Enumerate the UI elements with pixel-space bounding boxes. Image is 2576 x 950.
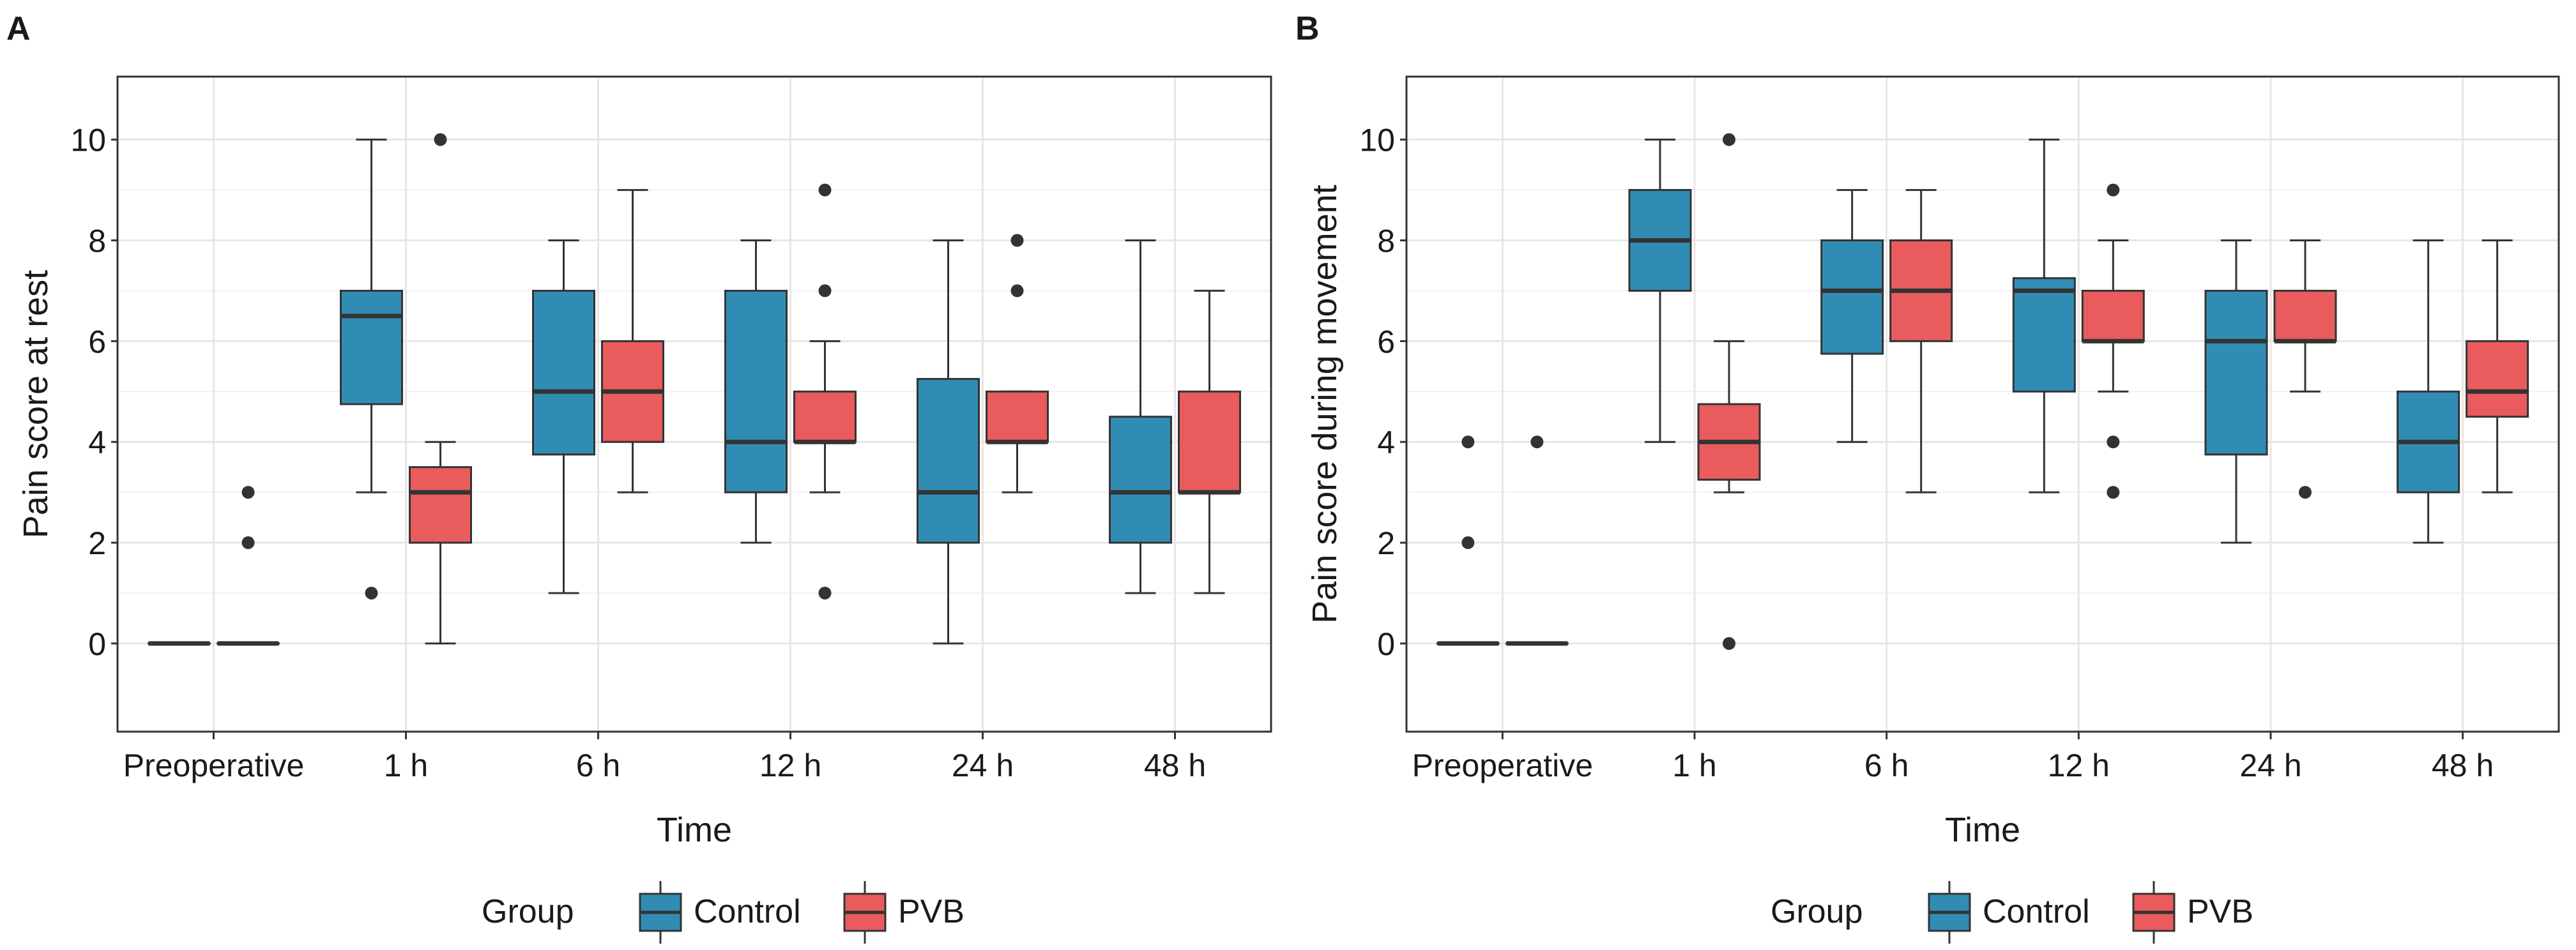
x-tick-label: 12 h [2048, 748, 2110, 783]
outlier-point [1530, 435, 1543, 448]
box-iqr [726, 290, 787, 492]
box-iqr [410, 467, 471, 543]
x-tick-label: Preoperative [1412, 748, 1594, 783]
plot-background [118, 77, 1271, 732]
outlier-point [819, 284, 832, 297]
outlier-point [1011, 234, 1024, 247]
box-iqr [533, 290, 595, 455]
y-tick-label: 10 [1359, 123, 1395, 158]
box-iqr [918, 379, 979, 543]
legend-b: Group Control PVB [1771, 881, 2253, 944]
y-tick-label: 4 [1377, 425, 1395, 460]
legend-label-pvb: PVB [898, 893, 964, 930]
box-iqr [2082, 290, 2144, 341]
y-tick-label: 0 [1377, 626, 1395, 662]
x-tick-label: 1 h [384, 748, 429, 783]
y-tick-label: 10 [70, 123, 106, 158]
outlier-point [1723, 637, 1735, 650]
outlier-point [1461, 435, 1474, 448]
x-axis-title: Time [1945, 811, 2020, 849]
panel-a: A 0 2 4 6 8 10 Preoperative 1 h 6 h 12 h 24 h 48 h Ti… [6, 10, 1271, 849]
legend-label-control: Control [1983, 893, 2090, 930]
outlier-point [2299, 486, 2312, 499]
legend-key-control [640, 881, 681, 944]
outlier-point [242, 536, 255, 549]
box-iqr [2275, 290, 2336, 341]
box-iqr [1179, 391, 1240, 492]
panel-b: B 0 2 4 6 8 10 Preoperative 1 h 6 h 12 h 24 h 48 h Ti… [1295, 10, 2559, 849]
y-tick-label: 2 [1377, 525, 1395, 561]
x-tick-label: 1 h [1672, 748, 1717, 783]
box-iqr [795, 391, 856, 442]
outlier-point [1461, 536, 1474, 549]
box-iqr [341, 290, 402, 404]
outlier-point [2107, 486, 2119, 499]
box-iqr [2467, 341, 2528, 416]
plot-background [1406, 77, 2559, 732]
x-tick-label: 48 h [2432, 748, 2494, 783]
legend-a: Group Control PVB [482, 881, 964, 944]
x-tick-label: 6 h [576, 748, 621, 783]
panel-letter: B [1295, 10, 1320, 47]
y-tick-label: 0 [88, 626, 106, 662]
x-axis-title: Time [657, 811, 732, 849]
y-tick-label: 8 [88, 223, 106, 259]
x-tick-label: 48 h [1144, 748, 1206, 783]
legend-title: Group [482, 893, 574, 930]
outlier-point [819, 184, 832, 197]
y-axis-title: Pain score at rest [17, 270, 55, 538]
x-tick-label: 12 h [759, 748, 821, 783]
outlier-point [1723, 133, 1735, 146]
x-tick-label: 24 h [952, 748, 1014, 783]
y-tick-label: 8 [1377, 223, 1395, 259]
legend-label-pvb: PVB [2187, 893, 2253, 930]
legend-key-pvb [844, 881, 885, 944]
x-tick-label: Preoperative [123, 748, 305, 783]
outlier-point [2107, 184, 2119, 197]
y-tick-label: 2 [88, 525, 106, 561]
box-iqr [1110, 417, 1171, 543]
x-tick-label: 6 h [1864, 748, 1909, 783]
outlier-point [2107, 435, 2119, 448]
box-iqr [2206, 290, 2267, 455]
outlier-point [819, 587, 832, 599]
legend-title: Group [1771, 893, 1863, 930]
y-axis-title: Pain score during movement [1306, 185, 1344, 623]
panel-letter: A [6, 10, 31, 47]
box-iqr [2013, 278, 2075, 392]
legend-key-pvb [2133, 881, 2174, 944]
outlier-point [1011, 284, 1024, 297]
y-tick-label: 6 [1377, 324, 1395, 359]
outlier-point [242, 486, 255, 499]
box-iqr [987, 391, 1048, 442]
y-tick-label: 6 [88, 324, 106, 359]
x-tick-label: 24 h [2239, 748, 2301, 783]
box-iqr [1822, 241, 1883, 354]
outlier-point [365, 587, 378, 599]
y-tick-label: 4 [88, 425, 106, 460]
legend-key-control [1929, 881, 1970, 944]
legend-label-control: Control [694, 893, 801, 930]
outlier-point [434, 133, 447, 146]
